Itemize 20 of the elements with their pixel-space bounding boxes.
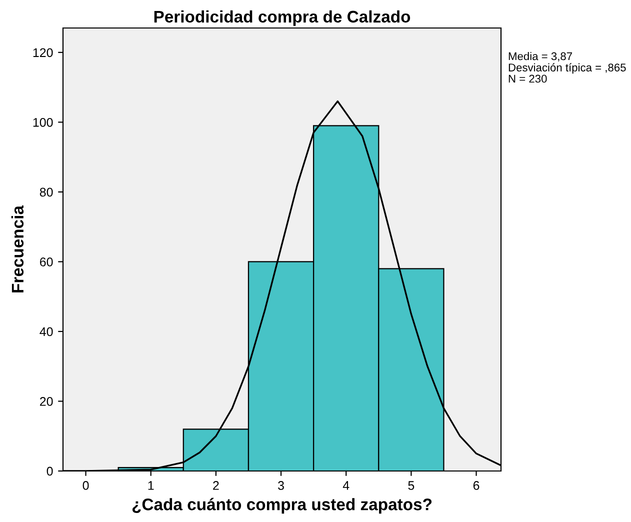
y-tick-label: 20 xyxy=(40,397,53,406)
y-tick-label: 80 xyxy=(40,188,53,197)
x-tick-label: 0 xyxy=(82,481,89,490)
text: Media = 3,87 xyxy=(508,52,572,62)
y-tick-label: 100 xyxy=(33,118,53,127)
x-tick-label: 1 xyxy=(148,481,154,490)
y-tick-label: 60 xyxy=(40,258,53,266)
chart-title: Periodicidad compra de Calzado xyxy=(154,10,410,26)
x-tick-label: 4 xyxy=(342,481,350,490)
y-tick-label: 120 xyxy=(33,48,53,58)
text: Desviación típica = ,865 xyxy=(508,63,626,74)
y-tick-label: 40 xyxy=(40,327,53,336)
x-tick-label: 6 xyxy=(473,481,480,490)
x-tick-label: 5 xyxy=(408,481,414,490)
x-tick-label: 2 xyxy=(213,481,219,490)
x-axis-title: ¿Cada cuánto compra usted zapatos? xyxy=(132,498,432,514)
y-tick-label: 0 xyxy=(46,466,53,476)
text: N = 230 xyxy=(508,74,547,83)
x-tick-label: 3 xyxy=(278,481,284,490)
y-axis-title: Frecuencia xyxy=(11,205,24,292)
